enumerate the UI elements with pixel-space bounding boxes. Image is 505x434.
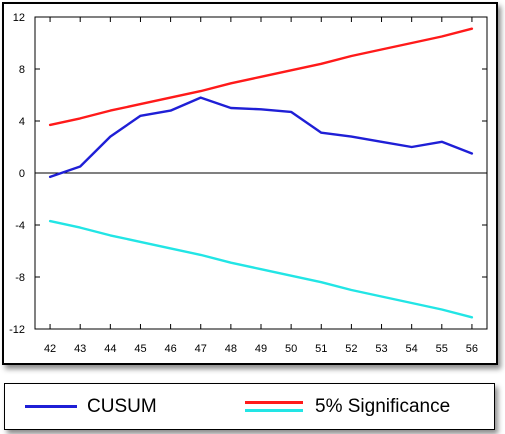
significance-lower-line bbox=[48, 219, 474, 319]
x-tick-label: 52 bbox=[345, 343, 357, 355]
x-tick-label: 51 bbox=[315, 343, 327, 355]
y-tick-label: -8 bbox=[15, 272, 25, 284]
x-axis: 42 43 44 45 46 47 48 49 50 51 52 53 54 55 56 bbox=[44, 17, 478, 355]
y-tick-label: 0 bbox=[19, 168, 25, 180]
legend-label-cusum: CUSUM bbox=[87, 396, 157, 417]
y-tick-label: 12 bbox=[13, 12, 25, 24]
y-axis: -12 -8 -4 0 4 8 12 bbox=[9, 12, 487, 336]
legend-swatch-cusum bbox=[25, 405, 77, 408]
x-tick-label: 54 bbox=[406, 343, 418, 355]
legend: CUSUM 5% Significance bbox=[4, 383, 495, 430]
x-tick-label: 45 bbox=[134, 343, 146, 355]
y-tick-label: -4 bbox=[15, 220, 25, 232]
series-layer bbox=[48, 27, 474, 319]
x-tick-label: 46 bbox=[164, 343, 176, 355]
y-tick-label: 4 bbox=[19, 116, 25, 128]
x-tick-label: 50 bbox=[285, 343, 297, 355]
x-tick-label: 56 bbox=[466, 343, 478, 355]
x-tick-label: 42 bbox=[44, 343, 56, 355]
x-tick-label: 55 bbox=[436, 343, 448, 355]
legend-swatch-significance-lower bbox=[245, 409, 303, 412]
x-tick-label: 44 bbox=[104, 343, 116, 355]
y-tick-label: 8 bbox=[19, 64, 25, 76]
x-tick-label: 43 bbox=[74, 343, 86, 355]
legend-label-significance: 5% Significance bbox=[315, 396, 451, 417]
cusum-line bbox=[48, 96, 474, 179]
significance-upper-line bbox=[48, 27, 474, 127]
legend-swatch-significance-upper bbox=[245, 401, 303, 404]
legend-item-significance: 5% Significance bbox=[235, 384, 485, 429]
chart-frame: -12 -8 -4 0 4 8 12 42 43 44 45 46 47 48 49 50 51 52 53 54 5… bbox=[2, 2, 498, 365]
y-tick-label: -12 bbox=[9, 324, 25, 336]
x-tick-label: 53 bbox=[375, 343, 387, 355]
x-tick-label: 49 bbox=[255, 343, 267, 355]
legend-item-cusum: CUSUM bbox=[15, 384, 215, 429]
x-tick-label: 47 bbox=[195, 343, 207, 355]
x-tick-label: 48 bbox=[225, 343, 237, 355]
